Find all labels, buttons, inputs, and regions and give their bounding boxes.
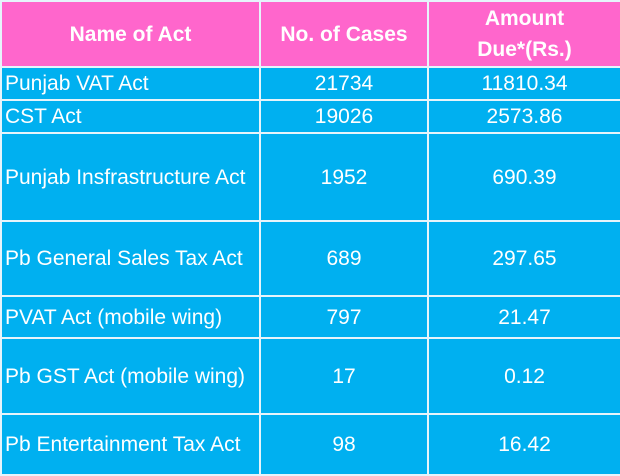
amount-due: 297.65: [427, 220, 620, 297]
amount-due: 11810.34: [427, 66, 620, 101]
act-name: Punjab VAT Act: [0, 66, 261, 101]
table-row: Punjab Insfrastructure Act 1952 690.39: [0, 132, 620, 222]
act-name: CST Act: [0, 99, 261, 134]
table-row: Punjab VAT Act 21734 11810.34: [0, 66, 620, 101]
cases-count: 21734: [259, 66, 429, 101]
act-name: PVAT Act (mobile wing): [0, 295, 261, 339]
header-name-of-act: Name of Act: [0, 0, 261, 68]
amount-due: 690.39: [427, 132, 620, 222]
amount-due: 0.12: [427, 337, 620, 415]
act-name: Punjab Insfrastructure Act: [0, 132, 261, 222]
amount-due: 16.42: [427, 413, 620, 476]
table-row: PVAT Act (mobile wing) 797 21.47: [0, 295, 620, 339]
amount-due: 2573.86: [427, 99, 620, 134]
act-name: Pb Entertainment Tax Act: [0, 413, 261, 476]
cases-count: 19026: [259, 99, 429, 134]
act-name: Pb General Sales Tax Act: [0, 220, 261, 297]
header-no-of-cases: No. of Cases: [259, 0, 429, 68]
amount-due: 21.47: [427, 295, 620, 339]
cases-count: 98: [259, 413, 429, 476]
table-row: Pb GST Act (mobile wing) 17 0.12: [0, 337, 620, 415]
cases-count: 797: [259, 295, 429, 339]
header-row: Name of Act No. of Cases Amount Due*(Rs.…: [0, 0, 620, 68]
cases-count: 689: [259, 220, 429, 297]
cases-count: 17: [259, 337, 429, 415]
header-amount-due: Amount Due*(Rs.): [427, 0, 620, 68]
table-row: Pb General Sales Tax Act 689 297.65: [0, 220, 620, 297]
act-name: Pb GST Act (mobile wing): [0, 337, 261, 415]
table-row: Pb Entertainment Tax Act 98 16.42: [0, 413, 620, 476]
cases-count: 1952: [259, 132, 429, 222]
table-row: CST Act 19026 2573.86: [0, 99, 620, 134]
